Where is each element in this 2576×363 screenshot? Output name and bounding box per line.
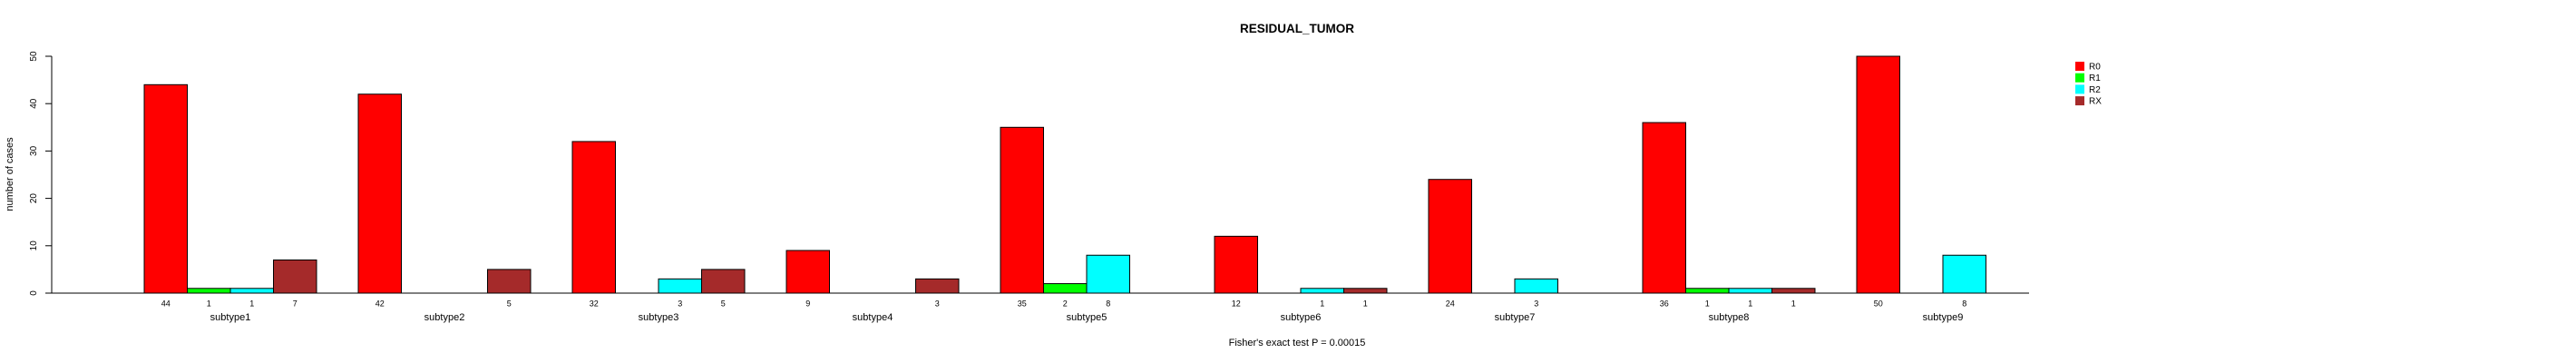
bar-value-subtype7-R0: 24 <box>1446 299 1455 309</box>
bar-value-subtype1-R0: 44 <box>161 299 171 309</box>
legend-swatch-R1 <box>2075 73 2084 83</box>
bar-value-subtype7-R2: 3 <box>1534 299 1538 309</box>
bar-value-subtype2-RX: 5 <box>507 299 512 309</box>
chart-title: RESIDUAL_TUMOR <box>1240 22 1354 35</box>
bar-subtype2-RX <box>487 269 532 294</box>
bar-subtype9-R2 <box>1942 254 1986 294</box>
y-axis-label: number of cases <box>5 137 15 211</box>
bar-value-subtype8-R0: 36 <box>1660 299 1669 309</box>
bar-subtype7-R2 <box>1514 278 1558 294</box>
category-label-subtype2: subtype2 <box>424 312 465 323</box>
bar-value-subtype6-R0: 12 <box>1232 299 1241 309</box>
bar-value-subtype6-RX: 1 <box>1363 299 1368 309</box>
category-label-subtype1: subtype1 <box>210 312 251 323</box>
bar-subtype8-RX <box>1771 288 1816 294</box>
category-label-subtype6: subtype6 <box>1281 312 1322 323</box>
category-label-subtype4: subtype4 <box>853 312 893 323</box>
y-tick-label: 50 <box>29 51 39 62</box>
bar-value-subtype5-R1: 2 <box>1063 299 1068 309</box>
bar-subtype6-R2 <box>1300 288 1344 294</box>
bar-subtype8-R1 <box>1685 288 1730 294</box>
bar-value-subtype5-R2: 8 <box>1106 299 1110 309</box>
bar-value-subtype5-R0: 35 <box>1018 299 1027 309</box>
bar-value-subtype8-R1: 1 <box>1705 299 1710 309</box>
bar-value-subtype3-RX: 5 <box>721 299 726 309</box>
category-label-subtype8: subtype8 <box>1709 312 1750 323</box>
bar-subtype1-R1 <box>187 288 231 294</box>
bar-value-subtype6-R2: 1 <box>1320 299 1324 309</box>
bar-subtype8-R0 <box>1642 122 1686 294</box>
legend-swatch-R2 <box>2075 84 2084 94</box>
bar-subtype5-R1 <box>1043 283 1088 294</box>
y-tick-label: 10 <box>29 240 39 251</box>
bar-value-subtype8-RX: 1 <box>1791 299 1796 309</box>
y-tick-label: 20 <box>29 193 39 204</box>
bar-subtype6-R0 <box>1214 235 1258 294</box>
bar-value-subtype1-RX: 7 <box>293 299 298 309</box>
legend-label-R2: R2 <box>2089 85 2101 95</box>
category-label-subtype9: subtype9 <box>1923 312 1964 323</box>
bar-subtype8-R2 <box>1728 288 1772 294</box>
bar-subtype1-R2 <box>229 288 274 294</box>
bar-subtype4-RX <box>915 278 960 294</box>
category-label-subtype7: subtype7 <box>1495 312 1536 323</box>
bar-value-subtype1-R1: 1 <box>207 299 211 309</box>
category-label-subtype5: subtype5 <box>1067 312 1107 323</box>
bar-value-subtype9-R0: 50 <box>1874 299 1883 309</box>
bar-subtype9-R0 <box>1856 55 1900 294</box>
y-tick-label: 0 <box>29 290 39 296</box>
bar-subtype3-RX <box>701 269 746 294</box>
bar-value-subtype4-RX: 3 <box>935 299 940 309</box>
bar-value-subtype3-R0: 32 <box>590 299 599 309</box>
bar-subtype7-R0 <box>1428 179 1472 294</box>
bar-value-subtype2-R0: 42 <box>376 299 385 309</box>
bar-value-subtype3-R2: 3 <box>678 299 682 309</box>
category-label-subtype3: subtype3 <box>639 312 679 323</box>
y-tick-label: 30 <box>29 145 39 156</box>
bar-subtype1-R0 <box>143 83 188 294</box>
bar-subtype2-R0 <box>357 93 402 294</box>
legend-label-R0: R0 <box>2089 63 2101 73</box>
bar-value-subtype8-R2: 1 <box>1748 299 1752 309</box>
fisher-test-annotation: Fisher's exact test P = 0.00015 <box>1229 338 1366 348</box>
legend-label-RX: RX <box>2089 97 2102 107</box>
bar-subtype6-RX <box>1343 288 1388 294</box>
legend-swatch-RX <box>2075 96 2084 106</box>
y-tick-label: 40 <box>29 98 39 109</box>
bar-subtype5-R2 <box>1086 254 1130 294</box>
legend-label-R1: R1 <box>2089 74 2101 83</box>
bar-value-subtype1-R2: 1 <box>249 299 254 309</box>
bar-subtype5-R0 <box>1000 126 1044 294</box>
bar-subtype1-RX <box>273 259 317 294</box>
bar-subtype4-R0 <box>785 250 830 294</box>
bar-subtype3-R0 <box>571 141 616 294</box>
legend-swatch-R0 <box>2075 62 2084 71</box>
bar-value-subtype9-R2: 8 <box>1962 299 1966 309</box>
bar-subtype3-R2 <box>658 278 702 294</box>
bar-value-subtype4-R0: 9 <box>805 299 810 309</box>
